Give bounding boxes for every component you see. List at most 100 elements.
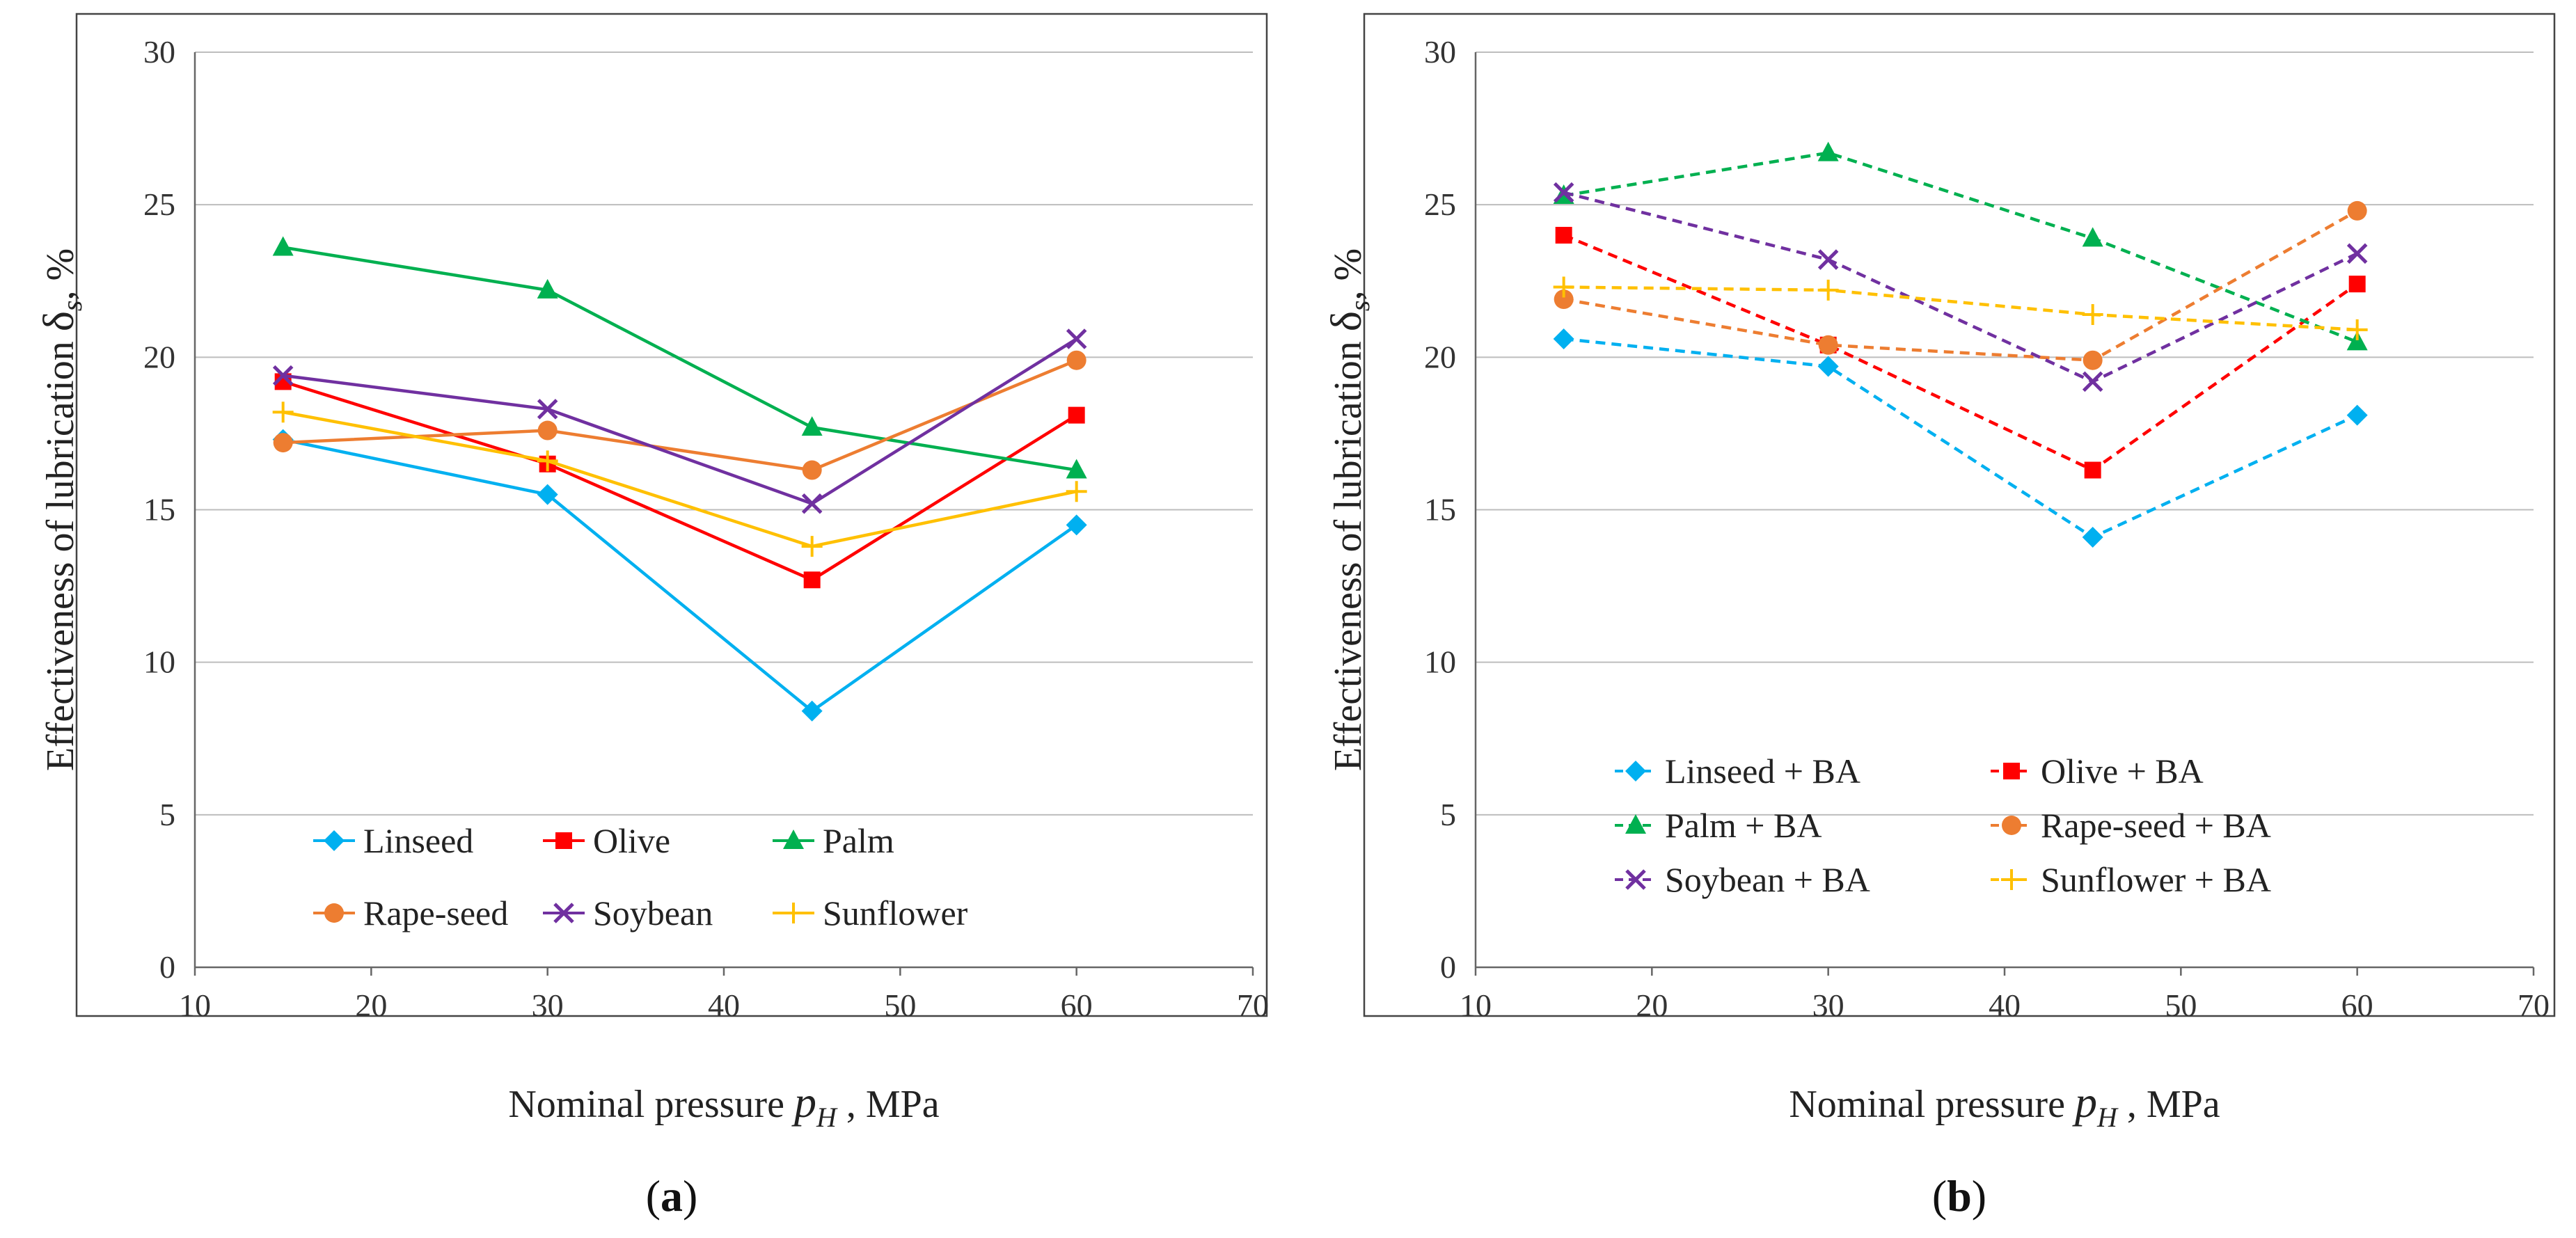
data-point — [2084, 461, 2101, 479]
series-line — [1563, 151, 2358, 344]
legend-item-soybean-ba: Soybean + BA — [1615, 860, 1870, 899]
data-point — [1817, 141, 1839, 161]
y-axis-title-text: Effectiveness of lubrication — [39, 331, 82, 771]
legend-label: Olive — [593, 821, 670, 860]
data-point — [1553, 276, 1574, 298]
x-axis-title: Nominal pressure pH , MPa — [508, 1077, 939, 1133]
series-line — [1563, 337, 2358, 539]
legend-item-olive: Olive — [543, 821, 670, 860]
series-line — [283, 438, 1077, 713]
legend-label: Olive + BA — [2041, 752, 2204, 791]
y-axis-title-text: Effectiveness of lubrication — [1327, 331, 1370, 771]
y-tick-label: 0 — [159, 949, 175, 985]
series-palm — [272, 236, 1087, 479]
data-point — [1553, 182, 1574, 203]
data-point — [2348, 276, 2366, 293]
x-axis-title-text: Nominal pressure — [1789, 1083, 2075, 1126]
legend-item-palm: Palm — [773, 821, 894, 860]
y-tick-label: 20 — [143, 339, 175, 374]
data-point — [2346, 319, 2368, 340]
legend: Linseed Olive Palm Rape-seed Soybean Sunflowe… — [313, 821, 968, 933]
panel-label-letter: a — [661, 1171, 683, 1221]
legend-swatch-marker — [1625, 814, 1646, 834]
legend-swatch-marker — [324, 830, 345, 851]
data-point — [2346, 331, 2368, 351]
series-linseed — [272, 429, 1087, 722]
series-line — [1563, 285, 2357, 332]
data-point — [1066, 350, 1086, 370]
data-point — [1553, 328, 1574, 350]
legend-item-linseed: Linseed — [313, 821, 473, 860]
y-tick-label: 10 — [1424, 644, 1456, 680]
legend-item-rape-seed: Rape-seed — [313, 894, 508, 933]
legend-swatch-marker — [783, 903, 804, 923]
data-point — [803, 571, 821, 589]
x-tick-label: 20 — [355, 987, 387, 1023]
data-point — [273, 433, 293, 453]
data-point — [802, 460, 822, 480]
x-tick-label: 30 — [1812, 987, 1844, 1023]
y-tick-label: 15 — [143, 492, 175, 527]
x-tick-label: 70 — [2518, 987, 2550, 1023]
data-point — [537, 420, 558, 441]
data-point — [2346, 243, 2368, 264]
chart-frame — [75, 13, 1268, 1017]
data-point — [1068, 406, 1085, 424]
data-point — [1817, 279, 1839, 301]
legend-swatch-marker — [1625, 761, 1646, 781]
x-tick-label: 40 — [708, 987, 740, 1023]
legend-swatch-marker — [324, 903, 344, 923]
y-tick-label: 5 — [1440, 797, 1456, 832]
legend-swatch-marker — [2001, 869, 2022, 890]
legend-swatch-marker — [555, 832, 572, 849]
legend-item-rape-seed-ba: Rape-seed + BA — [1991, 806, 2271, 845]
y-axis-title-var: δ — [35, 311, 83, 331]
y-axis-title-unit: , % — [1327, 248, 1370, 301]
data-point — [1817, 356, 1839, 377]
panel-label-open: ( — [646, 1171, 661, 1221]
legend-item-soybean: Soybean — [543, 894, 713, 933]
legend-swatch-marker — [2002, 816, 2021, 835]
y-tick-label: 0 — [1440, 949, 1456, 985]
x-tick-label: 40 — [1989, 987, 2021, 1023]
legend-swatch-marker — [2003, 763, 2020, 779]
legend-item-palm-ba: Palm + BA — [1615, 806, 1822, 845]
x-axis-title-sub: H — [2096, 1102, 2119, 1133]
data-point — [801, 493, 823, 514]
y-tick-label: 15 — [1424, 492, 1456, 527]
legend-label: Sunflower — [823, 894, 968, 933]
data-point — [2346, 404, 2368, 426]
x-axis-title-unit: , MPa — [837, 1083, 940, 1126]
chart-panel-b: 0 5 10 15 20 25 30 10 20 30 40 50 60 70 Linseed + BA Ol… — [1323, 13, 2556, 1221]
y-tick-label: 20 — [1424, 339, 1456, 374]
data-point — [1554, 289, 1574, 310]
series-soybean-ba — [1553, 182, 2368, 392]
data-point — [1066, 459, 1087, 479]
legend-label: Soybean + BA — [1665, 860, 1870, 899]
x-axis-title-unit: , MPa — [2117, 1083, 2220, 1126]
legend-swatch-marker — [783, 830, 804, 849]
data-point — [537, 484, 558, 505]
series-line — [1563, 233, 2358, 473]
data-point — [1066, 514, 1087, 536]
chart-panel-a: 0 5 10 15 20 25 30 10 20 30 40 50 60 70 Linseed Olive Pa… — [35, 13, 1269, 1221]
legend-label: Soybean — [593, 894, 713, 933]
legend-item-sunflower-ba: Sunflower + BA — [1991, 860, 2271, 899]
data-point — [1817, 249, 1839, 270]
data-point — [1066, 481, 1087, 502]
data-point — [801, 416, 823, 436]
data-point — [272, 365, 294, 386]
x-axis-title-text: Nominal pressure — [508, 1083, 794, 1126]
legend-item-olive-ba: Olive + BA — [1991, 752, 2204, 791]
series-sunflower-ba — [1553, 276, 2368, 340]
data-point — [537, 399, 558, 420]
series-linseed-ba — [1553, 328, 2368, 548]
series-line — [283, 246, 1077, 472]
series-olive — [274, 373, 1085, 589]
x-axis-title: Nominal pressure pH , MPa — [1789, 1077, 2220, 1133]
data-point — [2082, 371, 2103, 392]
legend-item-linseed-ba: Linseed + BA — [1615, 752, 1860, 791]
x-axis-title-var: p — [791, 1077, 816, 1127]
legend: Linseed + BA Olive + BA Palm + BA Rape-seed… — [1615, 752, 2271, 899]
